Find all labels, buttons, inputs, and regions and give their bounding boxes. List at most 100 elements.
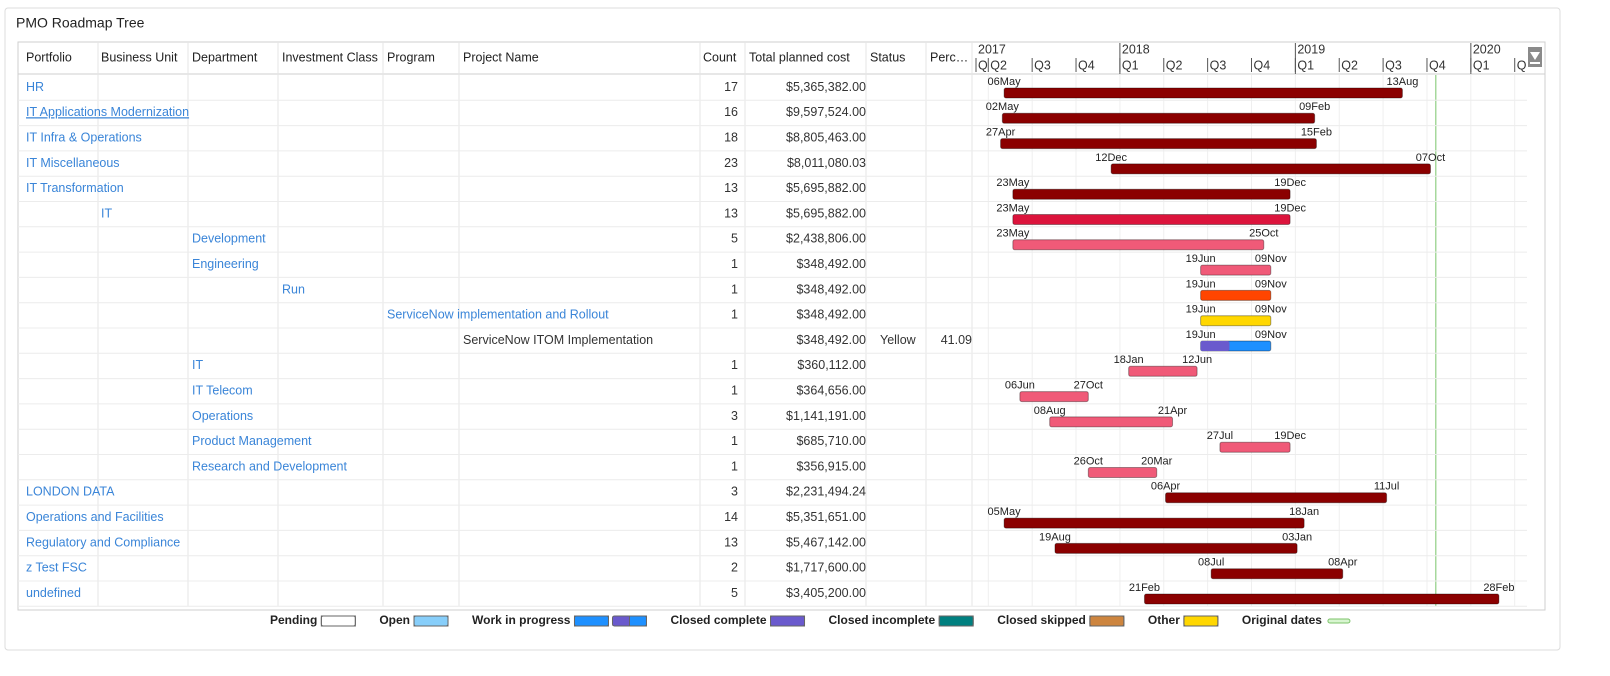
row-link[interactable]: Regulatory and Compliance (26, 535, 180, 549)
row-link[interactable]: IT (192, 358, 203, 372)
gantt-bar[interactable] (1000, 138, 1317, 150)
bar-end-label: 19Dec (1274, 430, 1306, 442)
count-cell: 13 (724, 535, 738, 549)
row-link[interactable]: undefined (26, 586, 81, 600)
filter-button[interactable] (1528, 47, 1542, 67)
row-link[interactable]: ServiceNow implementation and Rollout (387, 308, 609, 322)
bar-start-label: 08Jul (1198, 557, 1224, 569)
legend-swatch-border (573, 615, 609, 627)
legend-label: Work in progress (472, 613, 571, 627)
grid-frame (17, 41, 1546, 611)
gantt-progress[interactable] (1200, 341, 1230, 351)
cost-cell: $5,695,882.00 (786, 181, 866, 195)
quarter-label: Q2 (1341, 58, 1358, 72)
column-header: Perc… (930, 50, 968, 64)
count-cell: 1 (731, 434, 738, 448)
row-link[interactable]: Operations (192, 409, 253, 423)
quarter-label: Q2 (1166, 58, 1183, 72)
row-link[interactable]: IT Infra & Operations (26, 131, 142, 145)
row-link[interactable]: IT Transformation (26, 181, 124, 195)
row-link[interactable]: IT Applications Modernization (26, 105, 189, 119)
legend-swatch (413, 615, 449, 627)
gantt-bar[interactable] (1012, 239, 1265, 251)
year-label: 2020 (1473, 42, 1501, 56)
row-link[interactable]: HR (26, 80, 44, 94)
gantt-bar[interactable] (1049, 416, 1174, 428)
gantt-bar[interactable] (1110, 163, 1431, 175)
cost-cell: $1,717,600.00 (786, 561, 866, 575)
count-cell: 18 (724, 131, 738, 145)
bar-end-label: 28Feb (1483, 582, 1514, 594)
count-cell: 2 (731, 561, 738, 575)
row-link[interactable]: Product Management (192, 434, 312, 448)
gantt-bar[interactable] (1128, 365, 1198, 377)
row-link[interactable]: Development (192, 232, 266, 246)
bar-end-label: 07Oct (1416, 152, 1445, 164)
count-cell: 1 (731, 384, 738, 398)
row-link[interactable]: Engineering (192, 257, 259, 271)
column-header: Portfolio (26, 50, 72, 64)
row-link[interactable]: Run (282, 282, 305, 296)
gantt-bar[interactable] (1200, 289, 1272, 301)
gantt-bar[interactable] (1003, 517, 1305, 529)
gantt-bar[interactable] (1219, 441, 1291, 453)
cost-cell: $5,695,882.00 (786, 206, 866, 220)
cost-cell: $348,492.00 (796, 257, 866, 271)
legend-swatch (1089, 615, 1125, 627)
cost-cell: $8,805,463.00 (786, 131, 866, 145)
gantt-bar[interactable] (1165, 492, 1388, 504)
bar-start-label: 26Oct (1074, 455, 1103, 467)
legend-label: Pending (270, 613, 317, 627)
gantt-bar[interactable] (1200, 264, 1272, 276)
bar-start-label: 23May (996, 228, 1030, 240)
filter-arrow[interactable] (1530, 52, 1540, 60)
cost-cell: $348,492.00 (796, 282, 866, 296)
cost-cell: $356,915.00 (796, 459, 866, 473)
legend-swatch-border (1089, 615, 1125, 627)
row-link[interactable]: Research and Development (192, 459, 347, 473)
column-header: Business Unit (101, 50, 178, 64)
gantt-bar[interactable] (1054, 542, 1298, 554)
row-link[interactable]: z Test FSC (26, 561, 87, 575)
bar-end-label: 15Feb (1301, 127, 1332, 139)
gantt-bar[interactable] (1001, 112, 1316, 124)
gantt-bar[interactable] (1087, 467, 1158, 478)
count-cell: 13 (724, 181, 738, 195)
cost-cell: $1,141,191.00 (786, 409, 866, 423)
bar-end-label: 20Mar (1141, 455, 1173, 467)
legend-swatch (320, 615, 356, 627)
year-label: 2019 (1297, 42, 1325, 56)
bar-end-label: 12Jun (1182, 354, 1212, 366)
column-header: Status (870, 50, 905, 64)
cost-cell: $360,112.00 (797, 358, 866, 372)
gantt-bar[interactable] (1012, 214, 1291, 225)
bar-start-label: 27Jul (1207, 430, 1233, 442)
quarter-label: Q (978, 58, 988, 72)
row-link[interactable]: IT Telecom (192, 384, 253, 398)
gantt-bar[interactable] (1003, 87, 1403, 99)
year-label: 2018 (1122, 42, 1150, 56)
gantt-bar[interactable] (1210, 568, 1344, 580)
column-header: Total planned cost (749, 50, 850, 64)
quarter-label: Q4 (1429, 58, 1446, 72)
gantt-bar[interactable] (1012, 188, 1291, 200)
bar-end-label: 09Feb (1299, 101, 1330, 113)
gantt-bar[interactable] (1200, 315, 1272, 327)
bar-end-label: 09Nov (1255, 304, 1287, 316)
bar-start-label: 23May (996, 202, 1030, 214)
gantt-bar[interactable] (1143, 593, 1500, 605)
bar-end-label: 08Apr (1328, 557, 1358, 569)
quarter-label: Q1 (1473, 58, 1490, 72)
bar-start-label: 19Jun (1186, 329, 1216, 341)
gantt-bar[interactable] (1019, 391, 1089, 403)
row-link[interactable]: LONDON DATA (26, 485, 115, 499)
row-link[interactable]: IT Miscellaneous (26, 156, 120, 170)
bar-end-label: 13Aug (1387, 76, 1419, 88)
bar-start-label: 19Jun (1186, 304, 1216, 316)
legend-swatch (628, 615, 647, 627)
legend-label: Closed complete (670, 613, 766, 627)
legend-swatch-border (770, 615, 806, 627)
quarter-label: Q1 (1297, 58, 1314, 72)
row-link[interactable]: Operations and Facilities (26, 510, 164, 524)
row-link[interactable]: IT (101, 206, 112, 220)
